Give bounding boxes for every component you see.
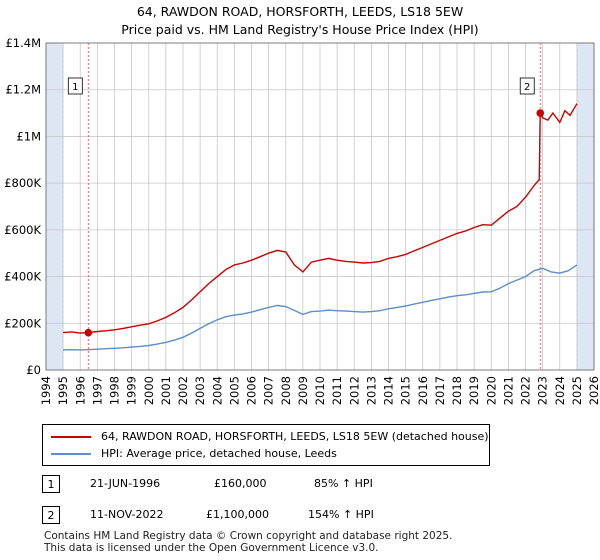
- y-tick-label-200000: £200K: [4, 316, 41, 330]
- x-tick-label-2019: 2019: [467, 376, 481, 405]
- sale-number-badge: 1: [42, 475, 60, 493]
- x-tick-label-2011: 2011: [330, 376, 344, 405]
- plot-frame: [45, 42, 595, 371]
- x-tick-label-2024: 2024: [553, 376, 567, 405]
- annotation-box-frame: [519, 77, 535, 95]
- footer: Contains HM Land Registry data © Crown c…: [44, 530, 452, 554]
- x-tick-label-2025: 2025: [570, 376, 584, 405]
- x-tick-label-2013: 2013: [364, 376, 378, 405]
- sale-point-2: [536, 109, 545, 117]
- y-tick-label-1000000: £1M: [16, 129, 41, 143]
- y-tick-label-600000: £600K: [4, 223, 41, 237]
- property-price-line: [63, 103, 578, 334]
- footer-licence: This data is licensed under the Open Gov…: [44, 542, 379, 554]
- annotation-box-label: 1: [72, 82, 78, 93]
- x-tick-label-2009: 2009: [296, 376, 310, 405]
- x-tick-label-1997: 1997: [90, 376, 104, 405]
- x-tick-label-2001: 2001: [159, 376, 173, 405]
- sale-annotation-box-2: 2: [519, 77, 535, 95]
- x-tick-label-1994: 1994: [39, 376, 53, 405]
- sale-point-1: [84, 328, 93, 337]
- x-tick-label-2022: 2022: [519, 376, 533, 405]
- y-tick-label-0: £0: [26, 363, 41, 377]
- sale-hpi-change: 85% ↑ HPI: [314, 477, 373, 490]
- chart-title-address: 64, RAWDON ROAD, HORSFORTH, LEEDS, LS18 …: [136, 4, 464, 19]
- sale-price: £160,000: [214, 477, 267, 490]
- x-tick-label-1995: 1995: [56, 376, 70, 405]
- x-tick-label-2016: 2016: [416, 376, 430, 405]
- annotation-box-label: 2: [524, 82, 530, 93]
- x-tick-label-2004: 2004: [210, 376, 224, 405]
- x-tick-label-2026: 2026: [587, 376, 600, 405]
- shaded-region-2: [576, 43, 594, 370]
- x-tick-label-2012: 2012: [347, 376, 361, 405]
- sale-date: 11-NOV-2022: [90, 508, 164, 521]
- sale-date: 21-JUN-1996: [90, 477, 161, 490]
- y-tick-label-1200000: £1.2M: [5, 83, 41, 97]
- x-tick-label-2008: 2008: [279, 376, 293, 405]
- sale-number-badge: 2: [42, 506, 60, 524]
- hpi-line: [63, 264, 578, 351]
- y-tick-label-1400000: £1.4M: [5, 36, 41, 50]
- chart-subtitle: Price paid vs. HM Land Registry's House …: [121, 22, 479, 37]
- legend: 64, RAWDON ROAD, HORSFORTH, LEEDS, LS18 …: [42, 424, 490, 466]
- x-tick-label-2010: 2010: [313, 376, 327, 405]
- sale-price: £1,100,000: [206, 508, 269, 521]
- x-tick-label-2020: 2020: [484, 376, 498, 405]
- y-tick-label-800000: £800K: [4, 176, 41, 190]
- x-tick-label-2014: 2014: [382, 376, 396, 405]
- price-chart: 1994 1995 1996 1997 1998 1999 2000 2001 2002 2003…: [4, 36, 600, 405]
- legend-label-hpi: HPI: Average price, detached house, Leed…: [101, 447, 337, 460]
- x-tick-label-2015: 2015: [399, 376, 413, 405]
- x-tick-label-2021: 2021: [501, 376, 515, 405]
- x-tick-label-2005: 2005: [227, 376, 241, 405]
- annotation-box-frame: [67, 77, 83, 95]
- x-tick-label-2007: 2007: [262, 376, 276, 405]
- x-tick-label-2017: 2017: [433, 376, 447, 405]
- x-tick-label-1998: 1998: [108, 376, 122, 405]
- footer-copyright: Contains HM Land Registry data © Crown c…: [44, 530, 453, 542]
- x-tick-label-2023: 2023: [536, 376, 550, 405]
- legend-swatch-hpi: [51, 453, 91, 455]
- x-tick-label-1996: 1996: [73, 376, 87, 405]
- x-tick-label-1999: 1999: [125, 376, 139, 405]
- x-tick-label-2018: 2018: [450, 376, 464, 405]
- legend-label-property: 64, RAWDON ROAD, HORSFORTH, LEEDS, LS18 …: [101, 430, 489, 443]
- x-tick-label-2006: 2006: [245, 376, 259, 405]
- sale-hpi-change: 154% ↑ HPI: [308, 508, 374, 521]
- x-tick-label-2003: 2003: [193, 376, 207, 405]
- x-tick-label-2002: 2002: [176, 376, 190, 405]
- legend-swatch-property: [51, 436, 91, 438]
- shaded-region-1: [46, 43, 64, 370]
- y-tick-label-400000: £400K: [4, 270, 41, 284]
- sale-annotation-box-1: 1: [67, 77, 83, 95]
- x-tick-label-2000: 2000: [142, 376, 156, 405]
